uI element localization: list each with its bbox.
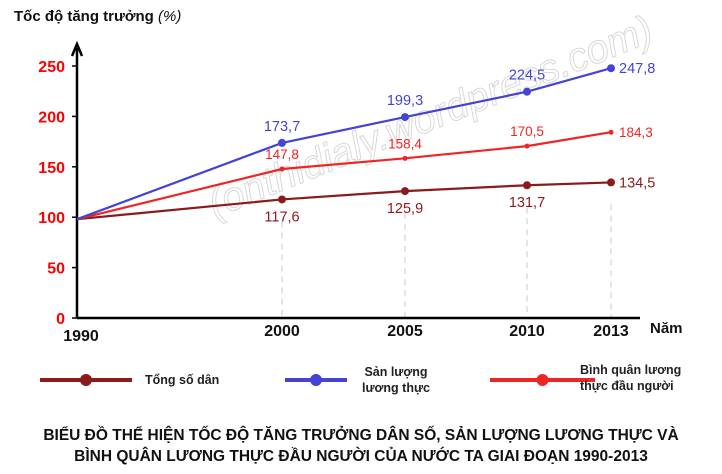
chart-title: BIỂU ĐỒ THỂ HIỆN TỐC ĐỘ TĂNG TRƯỞNG DÂN … (0, 425, 722, 467)
legend-line: lương thực (362, 381, 430, 395)
x-tick-label: 2010 (509, 323, 545, 340)
x-tick-label: 2013 (593, 323, 629, 340)
chart-title-line: BIỂU ĐỒ THỂ HIỆN TỐC ĐỘ TĂNG TRƯỞNG DÂN … (43, 427, 679, 444)
legend-label-food-per-capita: Bình quân lương thực đầu người (580, 362, 681, 394)
data-label: 131,7 (509, 195, 545, 211)
data-label: 134,5 (619, 175, 655, 191)
data-point (607, 64, 615, 73)
data-label: 224,5 (509, 68, 545, 84)
y-tick-label: 0 (56, 311, 65, 328)
data-label: 158,4 (388, 136, 422, 151)
data-label: 173,7 (264, 119, 300, 135)
chart-title-line: BÌNH QUÂN LƯƠNG THỰC ĐẦU NGƯỜI CỦA NƯỚC … (74, 448, 648, 465)
data-label: 125,9 (387, 201, 423, 217)
data-label: 247,8 (619, 61, 655, 77)
data-point (401, 113, 409, 122)
data-point (402, 155, 408, 161)
y-tick-label: 50 (47, 261, 65, 278)
y-tick-label: 200 (38, 109, 65, 126)
data-point (607, 178, 615, 187)
legend-line: thực đầu người (580, 379, 674, 393)
legend-label-food-output: Sản lượng lương thực (362, 364, 430, 396)
data-label: 117,6 (264, 209, 299, 225)
y-axis-arrow-icon (70, 40, 84, 57)
data-point (279, 166, 285, 172)
data-point (278, 138, 286, 147)
data-label: 199,3 (387, 93, 423, 109)
data-point (523, 181, 531, 190)
legend-marker (536, 374, 549, 386)
y-tick-label: 150 (38, 160, 65, 177)
legend-label-population: Tổng số dân (145, 373, 220, 387)
data-label: 147,8 (265, 147, 299, 162)
data-point (524, 143, 530, 149)
y-axis-label: Tốc độ tăng trưởng (14, 8, 154, 25)
x-tick-label: 2005 (387, 323, 423, 340)
data-point (401, 187, 409, 196)
legend-marker (310, 374, 322, 386)
y-axis-title: Tốc độ tăng trưởng (%) (14, 8, 181, 25)
line-chart: (onthidialy.wordpress.com) 0 50 100 150 200 25… (38, 7, 683, 386)
legend-line: Bình quân lương (580, 363, 682, 377)
x-axis-label: Năm (650, 320, 683, 337)
x-tick-label: 1990 (63, 328, 99, 345)
data-label: 184,3 (619, 125, 653, 140)
y-tick-label: 100 (38, 210, 65, 227)
data-label: 170,5 (510, 124, 544, 139)
data-point (278, 195, 286, 204)
y-tick-label: 250 (38, 59, 65, 76)
data-point (608, 129, 614, 135)
watermark: (onthidialy.wordpress.com) (202, 8, 659, 227)
legend-line: Sản lượng (364, 365, 428, 379)
y-axis-unit: (%) (158, 8, 182, 25)
legend-marker (80, 374, 92, 386)
x-tick-label: 2000 (264, 323, 300, 340)
data-point (523, 87, 531, 96)
